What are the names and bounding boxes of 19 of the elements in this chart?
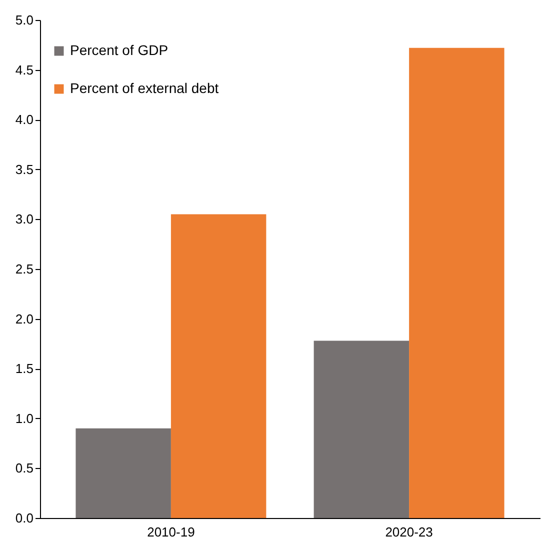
y-tick-label: 2.5 bbox=[15, 262, 34, 276]
legend-label: Percent of external debt bbox=[70, 80, 219, 96]
y-tick-label: 4.5 bbox=[15, 62, 34, 78]
y-tick-label: 1.5 bbox=[15, 361, 34, 376]
y-tick-label: 3.0 bbox=[15, 212, 34, 227]
bar bbox=[76, 428, 171, 518]
bar bbox=[409, 48, 504, 518]
y-tick-label: 3.5 bbox=[15, 162, 34, 177]
y-tick-label: 2.0 bbox=[15, 311, 34, 326]
legend-label: Percent of GDP bbox=[70, 42, 168, 58]
y-tick-label: 0.0 bbox=[15, 510, 34, 526]
y-tick-label: 5.0 bbox=[15, 12, 34, 28]
y-tick-label: 4.0 bbox=[15, 112, 34, 128]
y-tick-label: 0.5 bbox=[15, 460, 34, 476]
x-tick-label: 2010-19 bbox=[147, 524, 195, 540]
x-tick-label: 2020-23 bbox=[385, 524, 433, 540]
y-tick-label: 1.0 bbox=[15, 410, 34, 426]
bar bbox=[314, 340, 410, 518]
bar bbox=[170, 214, 266, 518]
